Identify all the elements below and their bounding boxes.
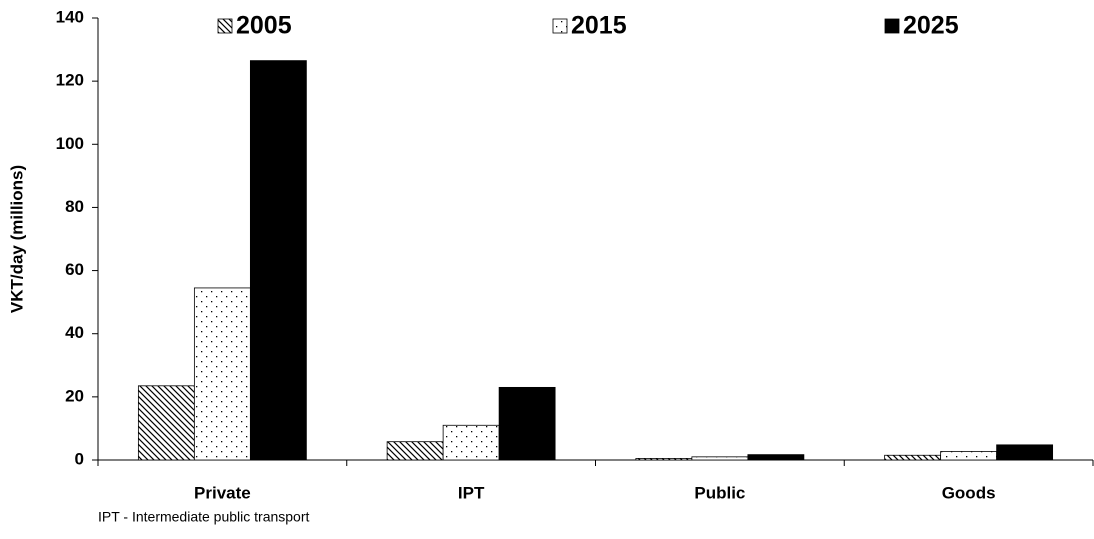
bar [691, 456, 749, 461]
x-tick-label: Goods [942, 483, 996, 502]
legend-label: 2005 [236, 12, 292, 40]
y-tick-label: 60 [65, 260, 84, 279]
y-axis-label: VKT/day (millions) [7, 165, 26, 313]
legend-swatch [552, 18, 568, 34]
bar [137, 385, 195, 461]
y-tick-label: 80 [65, 197, 84, 216]
bar [996, 444, 1054, 461]
bar [884, 454, 942, 461]
x-tick-label: IPT [458, 483, 485, 502]
bar [442, 424, 500, 461]
y-tick-label: 20 [65, 386, 84, 405]
y-tick-label: 40 [65, 323, 84, 342]
y-tick-label: 140 [56, 7, 84, 26]
y-tick-label: 120 [56, 71, 84, 90]
bar [747, 454, 805, 461]
bar [386, 441, 444, 461]
legend-label: 2015 [571, 12, 627, 40]
bar [193, 287, 251, 461]
footnote: IPT - Intermediate public transport [98, 509, 310, 525]
bar [498, 386, 556, 461]
bar [940, 451, 998, 461]
legend-swatch [884, 18, 900, 34]
y-tick-label: 0 [75, 449, 84, 468]
y-tick-label: 100 [56, 134, 84, 153]
x-tick-label: Public [694, 483, 745, 502]
bar [249, 60, 307, 461]
legend-label: 2025 [903, 12, 959, 40]
bar [635, 458, 693, 461]
legend-swatch [217, 18, 233, 34]
x-tick-label: Private [194, 483, 251, 502]
